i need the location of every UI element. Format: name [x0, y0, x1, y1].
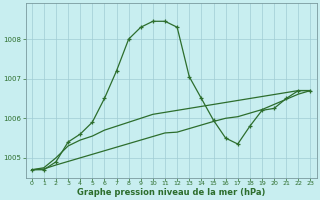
- X-axis label: Graphe pression niveau de la mer (hPa): Graphe pression niveau de la mer (hPa): [77, 188, 265, 197]
